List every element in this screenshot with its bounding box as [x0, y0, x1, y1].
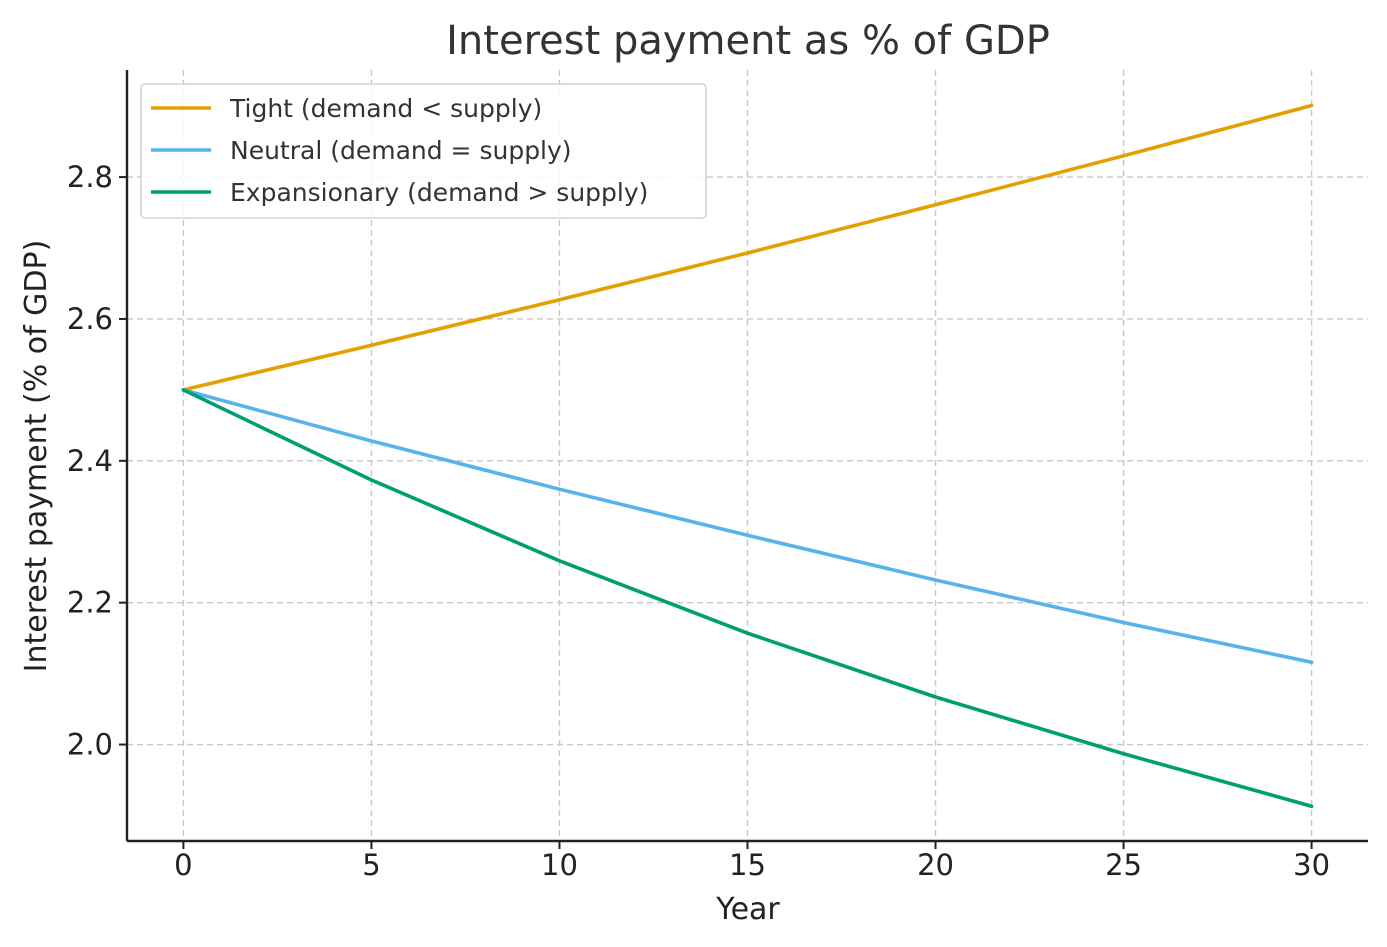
- x-axis-label: Year: [715, 892, 780, 927]
- x-tick-label: 15: [729, 848, 766, 882]
- y-tick-label: 2.0: [67, 728, 113, 762]
- x-tick-label: 10: [541, 848, 578, 882]
- legend-label: Tight (demand < supply): [229, 94, 542, 123]
- y-axis-label: Interest payment (% of GDP): [19, 240, 54, 673]
- y-tick-label: 2.2: [67, 586, 113, 620]
- y-axis-ticks: 2.0 2.2 2.4 2.6 2.8: [67, 160, 127, 762]
- x-tick-label: 20: [917, 848, 954, 882]
- series-line-3: [181, 388, 1314, 809]
- x-tick-label: 5: [362, 848, 380, 882]
- legend-box: [140, 83, 707, 219]
- x-axis-ticks: 0 5 10 15 20 25 30: [174, 841, 1330, 882]
- legend-label: Neutral (demand = supply): [230, 136, 572, 165]
- x-tick-label: 0: [174, 848, 192, 882]
- legend-label: Expansionary (demand > supply): [230, 178, 648, 207]
- chart-title: Interest payment as % of GDP: [446, 18, 1050, 64]
- x-tick-label: 25: [1105, 848, 1142, 882]
- series-line-1: [181, 103, 1314, 392]
- series-lines: [181, 103, 1314, 809]
- legend: Tight (demand < supply) Neutral (demand =…: [140, 83, 707, 219]
- y-tick-label: 2.4: [67, 444, 113, 478]
- grid-lines: [127, 70, 1368, 841]
- y-tick-label: 2.8: [67, 160, 113, 194]
- y-tick-label: 2.6: [67, 302, 113, 336]
- x-tick-label: 30: [1293, 848, 1330, 882]
- series-line-2: [181, 388, 1314, 665]
